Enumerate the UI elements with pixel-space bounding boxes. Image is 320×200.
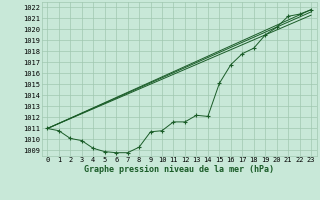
X-axis label: Graphe pression niveau de la mer (hPa): Graphe pression niveau de la mer (hPa) (84, 165, 274, 174)
